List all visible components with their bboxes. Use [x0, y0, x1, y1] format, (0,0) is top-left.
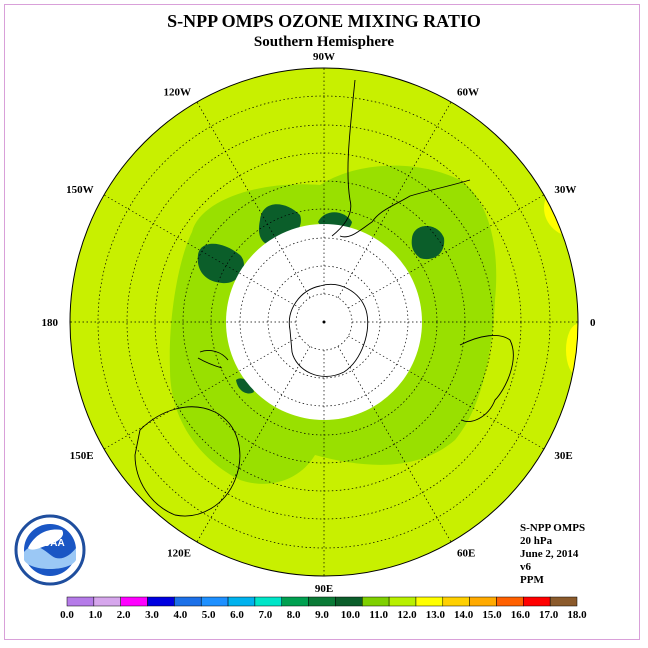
colorbar-tick-label: 0.0 — [60, 609, 74, 621]
colorbar-tick-label: 13.0 — [426, 609, 446, 621]
colorbar-tick-label: 11.0 — [369, 609, 388, 621]
colorbar-segment — [93, 596, 121, 607]
meridian-lines — [70, 68, 578, 576]
colorbar-tick-label: 2.0 — [117, 609, 131, 621]
africa-coastline — [459, 334, 514, 422]
meridian-line — [337, 101, 452, 298]
meridian-label: 30W — [554, 184, 576, 196]
ozone-patch-dark — [236, 378, 254, 394]
colorbar-segment — [147, 596, 175, 607]
info-instrument: S-NPP OMPS — [520, 522, 585, 534]
meridian-label: 120W — [164, 87, 192, 99]
info-version: v6 — [520, 561, 532, 573]
colorbar-tick-label: 17.0 — [539, 609, 559, 621]
map-title: S-NPP OMPS OZONE MIXING RATIO — [167, 11, 481, 31]
meridian-labels: 0 30E 60E 90E 120E 150E 180 150W 120W 90W 60W 30W — [42, 51, 597, 595]
meridian-line — [337, 346, 452, 543]
meridian-line — [348, 194, 545, 309]
australia-coastline — [134, 406, 241, 517]
meridian-line — [196, 346, 311, 543]
south-america-coastline — [331, 79, 471, 238]
meridian-label: 90W — [313, 51, 335, 63]
colorbar-segment — [120, 596, 148, 607]
map-boundary — [69, 67, 579, 577]
colorbar-tick-label: 6.0 — [230, 609, 244, 621]
colorbar-tick-label: 16.0 — [511, 609, 531, 621]
meridian-label: 180 — [42, 317, 59, 329]
colorbar-segment — [200, 596, 229, 607]
meridian-label: 0 — [590, 317, 596, 329]
colorbar-tick-label: 18.0 — [567, 609, 587, 621]
colorbar-segment — [469, 596, 497, 607]
meridian-line — [103, 335, 300, 450]
info-block: S-NPP OMPS 20 hPa June 2, 2014 v6 PPM — [520, 522, 585, 586]
south-pole-marker — [322, 320, 326, 324]
ozone-patch-dark — [411, 226, 445, 260]
info-units: PPM — [520, 574, 544, 586]
colorbar-tick-label: 4.0 — [173, 609, 187, 621]
map-frame — [4, 4, 640, 640]
ozone-patch-dark — [197, 243, 244, 284]
polar-disc — [70, 68, 578, 576]
colorbar-tick-label: 1.0 — [88, 609, 102, 621]
colorbar-tick-label: 10.0 — [341, 609, 361, 621]
meridian-label: 30E — [554, 450, 572, 462]
colorbar-segment — [362, 596, 390, 607]
colorbar-segment — [442, 596, 470, 607]
colorbar-tick-label: 15.0 — [482, 609, 502, 621]
colorbar-tick-label: 5.0 — [202, 609, 216, 621]
info-level: 20 hPa — [520, 535, 553, 547]
meridian-line — [196, 101, 311, 298]
ozone-patch-yellow — [566, 324, 578, 376]
noaa-logo: NOAA — [14, 514, 86, 586]
colorbar-segment — [335, 596, 363, 607]
meridian-line — [103, 194, 300, 309]
colorbar-segment — [227, 596, 256, 607]
colorbar-tick-label: 7.0 — [258, 609, 272, 621]
colorbar-tick-label: 8.0 — [287, 609, 301, 621]
colorbar-tick-label: 14.0 — [454, 609, 474, 621]
colorbar-segment — [66, 596, 95, 607]
meridian-label: 150W — [66, 184, 94, 196]
map-subtitle: Southern Hemisphere — [254, 34, 394, 50]
colorbar-segment — [281, 596, 309, 607]
colorbar-segment — [254, 596, 282, 607]
colorbar-segment — [523, 596, 551, 607]
colorbar-segment — [496, 596, 524, 607]
antarctica-coastline — [288, 284, 369, 377]
info-date: June 2, 2014 — [520, 548, 579, 560]
meridian-line — [348, 335, 545, 450]
meridian-label: 150E — [70, 450, 94, 462]
meridian-label: 120E — [167, 547, 191, 559]
colorbar-segment — [415, 596, 444, 607]
colorbar-segment — [308, 596, 336, 607]
colorbar-segment — [388, 596, 417, 607]
colorbar-segment — [174, 596, 202, 607]
colorbar-tick-label: 3.0 — [145, 609, 159, 621]
meridian-label: 90E — [315, 583, 333, 595]
colorbar-segment — [549, 596, 578, 607]
meridian-label: 60E — [457, 547, 475, 559]
colorbar-tick-label: 9.0 — [315, 609, 329, 621]
colorbar-tick-label: 12.0 — [397, 609, 417, 621]
noaa-logo-text: NOAA — [35, 538, 64, 549]
colorbar: 0.0 1.0 2.0 3.0 4.0 5.0 6.0 7.0 8.0 9.0 10.0 11.0 12… — [60, 596, 587, 621]
meridian-label: 60W — [457, 87, 479, 99]
